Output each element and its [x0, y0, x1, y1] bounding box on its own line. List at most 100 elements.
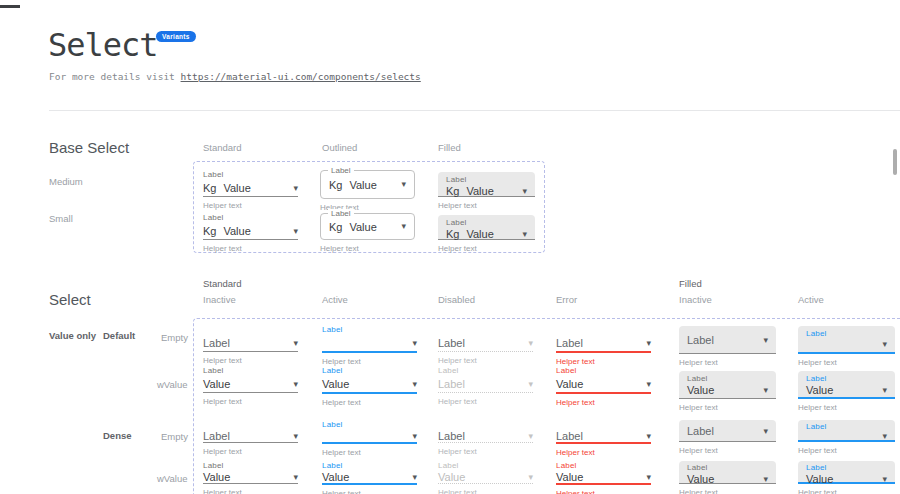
helper-text: Helper text: [322, 357, 417, 366]
select-field-dense-empty-inactive-standard[interactable]: Label▾Helper text: [203, 420, 298, 456]
select-field-dense-wvalue-inactive-filled[interactable]: LabelValue▾Helper text: [679, 461, 776, 494]
select-field-default-empty-active-filled[interactable]: Label▾ Helper text: [798, 326, 895, 367]
select-value: KgValue: [446, 185, 518, 197]
select-filled-box: Label▾: [798, 420, 895, 442]
helper-text: Helper text: [798, 488, 895, 494]
col-inactive-filled: Inactive: [679, 294, 712, 305]
select-label: Label: [806, 374, 887, 384]
select-value: Kg Value: [329, 179, 397, 191]
select-value-row: ▾: [806, 339, 887, 350]
select-value-row: Label▾: [438, 430, 533, 443]
select-filled-box: LabelValue▾: [679, 461, 776, 484]
select-label: [556, 420, 651, 430]
select-field-dense-empty-active-filled[interactable]: Label▾Helper text: [798, 420, 895, 455]
row-label-empty-2: Empty: [161, 431, 188, 442]
dropdown-arrow-icon: ▾: [293, 432, 298, 441]
select-value-row: KgValue ▾: [446, 185, 527, 197]
base-select-small-outlined[interactable]: LabelKgValue▾Helper text: [320, 213, 415, 253]
value-prefix: Kg: [203, 182, 216, 194]
helper-text: Helper text: [679, 403, 776, 412]
dropdown-arrow-icon: ▾: [412, 432, 417, 441]
select-label: [438, 420, 533, 430]
helper-text: Helper text: [798, 358, 895, 367]
value-text: Value: [466, 228, 493, 240]
base-select-medium-filled[interactable]: LabelKgValue▾Helper text: [438, 172, 535, 210]
select-field-default-wvalue-disabled-standard[interactable]: LabelLabel▾Helper text: [438, 366, 533, 406]
select-field-dense-wvalue-active-filled[interactable]: LabelValue▾ Helper text: [798, 461, 895, 494]
select-value: Label: [203, 430, 289, 442]
select-value-row: Value▾: [687, 384, 768, 396]
select-field-default-empty-disabled-standard[interactable]: Label▾Helper text: [438, 325, 533, 365]
base-select-medium-standard[interactable]: LabelKgValue▾Helper text: [203, 170, 298, 210]
base-select-small-filled[interactable]: LabelKgValue▾Helper text: [438, 215, 535, 253]
select-field-dense-empty-disabled-standard[interactable]: Label▾Helper text: [438, 420, 533, 456]
select-value: Label: [203, 337, 289, 349]
select-field-default-empty-error-standard[interactable]: Label▾Helper text: [556, 325, 651, 366]
select-value: Value: [806, 384, 878, 396]
select-value: KgValue: [203, 225, 289, 237]
select-field-dense-empty-error-standard[interactable]: Label▾Helper text: [556, 420, 651, 457]
select-value: Value: [806, 473, 878, 485]
dropdown-arrow-icon: ▾: [293, 473, 298, 482]
helper-text: Helper text: [438, 397, 533, 406]
select-label: Label: [446, 218, 527, 228]
select-filled-box: Label▾: [679, 420, 776, 442]
select-label: Label: [806, 329, 887, 339]
helper-text: Helper text: [322, 398, 417, 407]
base-row-medium: Medium: [49, 176, 83, 187]
top-left-marker: [0, 5, 20, 8]
value-prefix: Kg: [329, 179, 342, 191]
col-inactive-std: Inactive: [203, 294, 236, 305]
helper-text: Helper text: [203, 244, 298, 253]
base-select-medium-outlined[interactable]: LabelKgValue▾Helper text: [320, 170, 415, 212]
col-disabled: Disabled: [438, 294, 475, 305]
select-field-default-wvalue-active-filled[interactable]: LabelValue▾Helper text: [798, 371, 895, 412]
select-label: Label: [328, 209, 354, 218]
dropdown-arrow-icon: ▾: [401, 222, 406, 231]
select-field-default-wvalue-inactive-filled[interactable]: LabelValue▾Helper text: [679, 371, 776, 412]
dropdown-arrow-icon: ▾: [763, 475, 768, 484]
row-group-dense: Dense: [103, 430, 132, 441]
helper-text: Helper text: [322, 448, 417, 457]
select-field-dense-empty-inactive-filled[interactable]: Label▾Helper text: [679, 420, 776, 455]
select-value-row: Value▾: [322, 376, 417, 394]
select-value: KgValue: [446, 228, 518, 240]
value-text: Value: [349, 179, 376, 191]
select-label: Label: [328, 166, 354, 175]
select-value: Value: [203, 471, 289, 483]
row-group-value-only: Value only: [49, 330, 96, 341]
select-value: Value: [322, 471, 408, 483]
select-filled-box: LabelValue▾: [798, 461, 895, 484]
row-label-empty-1: Empty: [161, 332, 188, 343]
select-field-dense-wvalue-inactive-standard[interactable]: LabelValue▾Helper text: [203, 461, 298, 494]
base-select-heading: Base Select: [49, 139, 129, 156]
select-filled-box: Label▾: [798, 326, 895, 354]
select-field-dense-wvalue-active-standard[interactable]: LabelValue▾Helper text: [322, 461, 417, 494]
select-label: Label: [806, 422, 887, 432]
select-field-default-wvalue-inactive-standard[interactable]: LabelValue▾Helper text: [203, 366, 298, 406]
subtitle: For more details visit https://material-…: [49, 71, 421, 82]
select-field-dense-empty-active-standard[interactable]: Label▾Helper text: [322, 420, 417, 457]
helper-text: Helper text: [556, 489, 651, 494]
row-label-wvalue-2: wValue: [157, 473, 187, 484]
select-label: Label: [438, 366, 533, 376]
dropdown-arrow-icon: ▾: [528, 473, 533, 482]
select-field-default-empty-inactive-standard[interactable]: Label▾Helper text: [203, 325, 298, 365]
select-field-default-wvalue-error-standard[interactable]: LabelValue▾Helper text: [556, 366, 651, 407]
helper-text: Helper text: [798, 403, 895, 412]
scrollbar-thumb[interactable]: [893, 149, 897, 175]
docs-link[interactable]: https://material-ui.com/components/selec…: [181, 71, 421, 82]
dropdown-arrow-icon: ▾: [646, 380, 651, 389]
select-field-dense-wvalue-error-standard[interactable]: LabelValue▾Helper text: [556, 461, 651, 494]
select-field-default-empty-active-standard[interactable]: Label▾Helper text: [322, 325, 417, 366]
select-value: Value: [322, 378, 408, 390]
base-select-small-standard[interactable]: LabelKgValue▾Helper text: [203, 213, 298, 253]
select-outlined-box: LabelKgValue▾: [320, 170, 415, 199]
select-field-default-wvalue-active-standard[interactable]: LabelValue▾Helper text: [322, 366, 417, 407]
select-field-dense-wvalue-disabled-standard[interactable]: LabelValue▾Helper text: [438, 461, 533, 494]
select-label: [438, 325, 533, 335]
value-prefix: Kg: [329, 221, 342, 233]
dropdown-arrow-icon: ▾: [522, 187, 527, 196]
select-field-default-empty-inactive-filled[interactable]: Label▾Helper text: [679, 326, 776, 367]
helper-text: Helper text: [438, 201, 535, 210]
